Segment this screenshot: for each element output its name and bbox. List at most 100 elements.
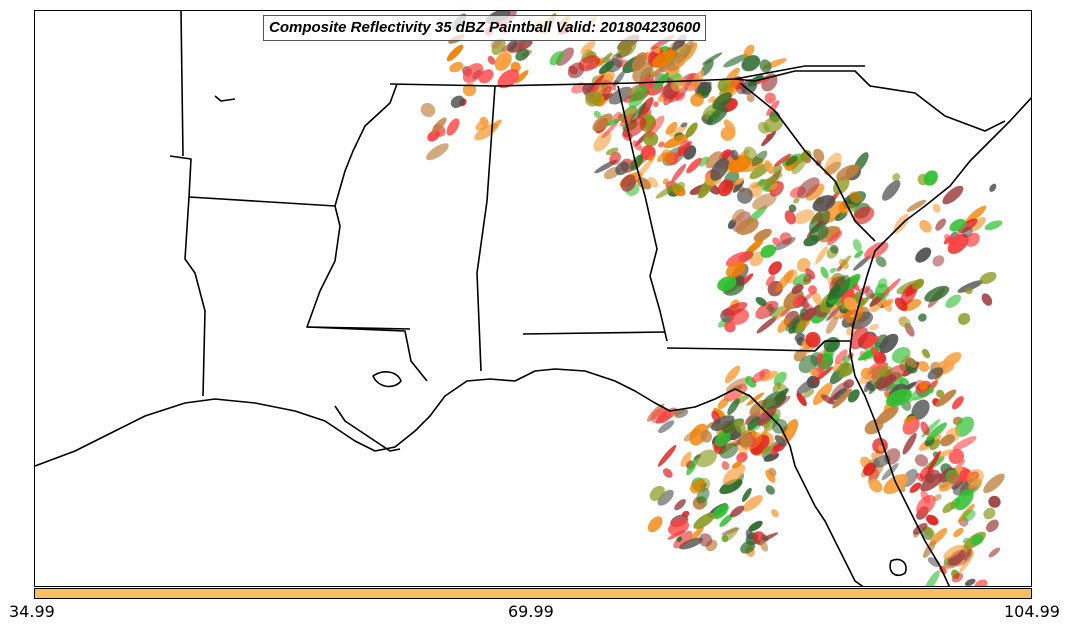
reflectivity-blob — [649, 63, 667, 80]
reflectivity-blob — [689, 478, 706, 494]
colorbar-min-label: 34.99 — [9, 602, 55, 621]
reflectivity-blob — [601, 120, 620, 139]
reflectivity-blob — [812, 382, 833, 406]
reflectivity-blob — [827, 230, 843, 246]
reflectivity-blob — [736, 452, 748, 463]
reflectivity-blob — [962, 509, 976, 522]
reflectivity-blob — [766, 100, 780, 116]
reflectivity-blob — [732, 179, 745, 193]
reflectivity-blob — [943, 544, 963, 560]
reflectivity-blob — [935, 218, 946, 231]
reflectivity-blob — [730, 505, 745, 518]
reflectivity-blob — [939, 482, 953, 492]
louisiana-west-border — [184, 196, 206, 397]
reflectivity-blob — [914, 454, 929, 467]
reflectivity-blob — [892, 173, 901, 182]
reflectivity-blob — [618, 37, 637, 57]
reflectivity-blob — [620, 174, 637, 192]
reflectivity-blob — [769, 182, 779, 191]
reflectivity-blob — [899, 316, 907, 324]
atlantic-coastline — [849, 96, 1031, 586]
reflectivity-blob — [813, 148, 825, 162]
reflectivity-blob — [912, 523, 928, 535]
reflectivity-blob — [630, 102, 647, 124]
reflectivity-blob — [690, 93, 704, 107]
reflectivity-blob — [731, 460, 743, 469]
mississippi-river-border — [306, 83, 428, 382]
reflectivity-blob — [723, 54, 748, 68]
reflectivity-blob — [805, 183, 825, 201]
reflectivity-blob — [936, 449, 953, 458]
reflectivity-blob — [764, 92, 776, 104]
reflectivity-blob — [765, 275, 775, 286]
reflectivity-blob — [862, 335, 879, 350]
reflectivity-blob — [920, 421, 930, 436]
reflectivity-blob — [765, 485, 775, 495]
reflectivity-blob — [655, 183, 679, 199]
reflectivity-blob — [942, 501, 956, 514]
reflectivity-blob — [685, 122, 698, 138]
reflectivity-blob — [756, 315, 779, 334]
alabama-florida-border — [522, 331, 666, 335]
reflectivity-blob — [667, 519, 690, 536]
reflectivity-blob — [965, 205, 987, 224]
reflectivity-blob — [657, 408, 672, 424]
reflectivity-blob — [868, 366, 877, 376]
reflectivity-blob — [747, 416, 761, 431]
state-boundaries — [35, 11, 1031, 586]
reflectivity-blob — [927, 450, 941, 474]
reflectivity-blob — [869, 323, 879, 331]
reflectivity-blob — [739, 432, 753, 448]
reflectivity-blob — [768, 306, 775, 313]
reflectivity-blob — [647, 516, 663, 533]
reflectivity-blob — [957, 312, 971, 325]
reflectivity-blob — [926, 514, 939, 526]
reflectivity-blob — [803, 274, 813, 283]
reflectivity-blob — [958, 218, 978, 234]
reflectivity-blob — [843, 296, 857, 311]
reflectivity-blob — [805, 331, 821, 348]
reflectivity-blob — [832, 361, 843, 372]
reflectivity-blob — [785, 312, 805, 332]
reflectivity-blob — [970, 217, 986, 232]
reflectivity-blob — [927, 367, 944, 380]
reflectivity-blob — [741, 487, 752, 502]
reflectivity-blob — [760, 244, 776, 258]
reflectivity-blob — [774, 153, 792, 167]
tennessee-south-border — [389, 65, 865, 87]
reflectivity-blob — [965, 232, 980, 247]
reflectivity-blob — [712, 92, 732, 110]
reflectivity-blob — [765, 173, 783, 184]
reflectivity-blob — [793, 197, 800, 204]
reflectivity-blob — [490, 39, 502, 49]
reflectivity-blob — [736, 218, 759, 235]
reflectivity-blob — [772, 164, 783, 175]
reflectivity-blob — [698, 156, 709, 167]
reflectivity-blob — [894, 297, 908, 311]
reflectivity-blob — [838, 255, 852, 269]
reflectivity-blob — [849, 191, 862, 204]
reflectivity-blob — [954, 489, 974, 511]
reflectivity-blob — [831, 275, 851, 300]
reflectivity-blob — [876, 405, 899, 425]
reflectivity-blob — [592, 113, 613, 132]
reflectivity-blob — [724, 365, 741, 384]
reflectivity-blob — [677, 140, 691, 157]
reflectivity-blob — [796, 392, 807, 407]
reflectivity-blob — [812, 291, 822, 306]
reflectivity-blob — [851, 165, 861, 173]
reflectivity-blob — [580, 40, 596, 55]
reflectivity-blob — [676, 536, 683, 543]
reflectivity-blob — [878, 366, 893, 379]
reflectivity-blob — [774, 435, 787, 447]
reflectivity-blob — [881, 463, 899, 481]
reflectivity-blob — [753, 228, 772, 242]
reflectivity-blob — [689, 526, 704, 542]
reflectivity-blob — [761, 130, 777, 147]
reflectivity-blob — [462, 63, 484, 83]
reflectivity-blob — [585, 90, 602, 107]
reflectivity-blob — [726, 67, 740, 81]
reflectivity-blob — [870, 452, 878, 460]
reflectivity-blob — [926, 422, 947, 441]
reflectivity-blob — [728, 155, 752, 173]
